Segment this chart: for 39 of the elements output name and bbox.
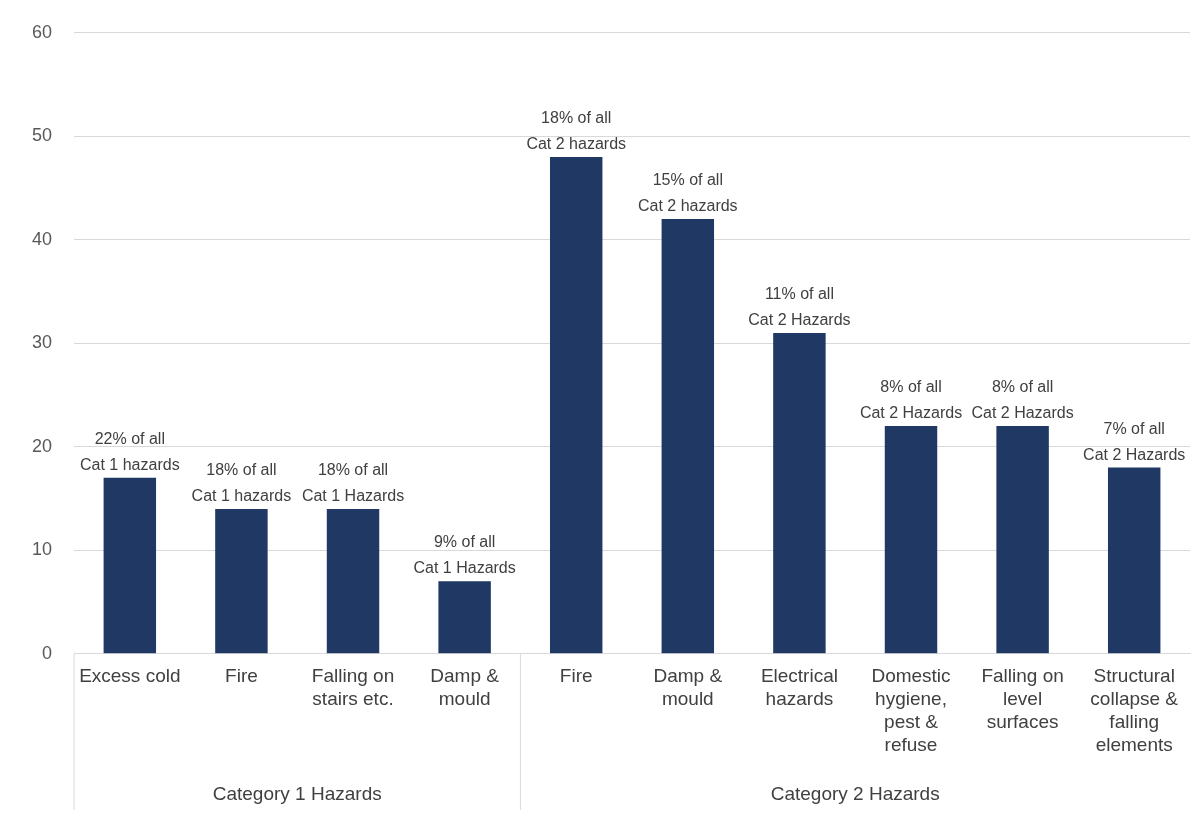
annotation: 7% of all Cat 2 Hazards [1083, 419, 1186, 463]
bar [661, 219, 715, 654]
bar [773, 332, 826, 654]
bar [438, 581, 491, 654]
y-tick-label: 50 [31, 125, 53, 146]
annotation: 18% of all Cat 2 hazards [526, 109, 627, 152]
y-tick-label: 40 [31, 228, 53, 249]
annotation: 8% of all Cat 2 Hazards [859, 378, 963, 422]
bar [215, 508, 268, 654]
x-tick-label: Damp & mould [430, 665, 500, 710]
y-tick-label: 20 [31, 435, 53, 456]
bar [549, 157, 603, 654]
x-tick-label: Domestic hygiene, pest & refuse [871, 665, 951, 755]
annotation: 18% of all Cat 1 hazards [191, 460, 292, 504]
text: Category 1 Hazards [212, 783, 382, 804]
y-tick-label: 60 [31, 21, 53, 42]
x-tick-label: Fire [559, 665, 593, 687]
x-tick-label: Excess cold [79, 665, 181, 687]
bar [103, 477, 157, 654]
y-tick-label: 0 [42, 642, 53, 663]
x-tick-label: Structural collapse & falling elements [1090, 665, 1179, 755]
annotation: 15% of all Cat 2 hazards [638, 171, 738, 215]
x-tick-label: Electrical hazards [760, 665, 838, 710]
annotation: 8% of all Cat 2 Hazards [971, 378, 1074, 422]
y-tick-label: 10 [31, 539, 53, 560]
annotation: 11% of all Cat 2 Hazards [748, 284, 851, 328]
text: Category 2 Hazards [770, 783, 940, 804]
bar [884, 426, 938, 654]
x-tick-label: Falling on stairs etc. [311, 665, 395, 710]
bar [326, 508, 380, 654]
annotation: 9% of all Cat 1 Hazards [413, 533, 516, 577]
annotation: 18% of all Cat 1 Hazards [301, 460, 405, 504]
x-tick-label: Damp & mould [653, 665, 723, 710]
x-tick-label: Fire [225, 665, 258, 687]
bar [1107, 467, 1161, 654]
x-tick-label: Falling on level surfaces [981, 665, 1064, 733]
annotation: 22% of all Cat 1 hazards [80, 429, 180, 473]
bar [996, 426, 1049, 654]
y-tick-label: 30 [31, 332, 53, 353]
